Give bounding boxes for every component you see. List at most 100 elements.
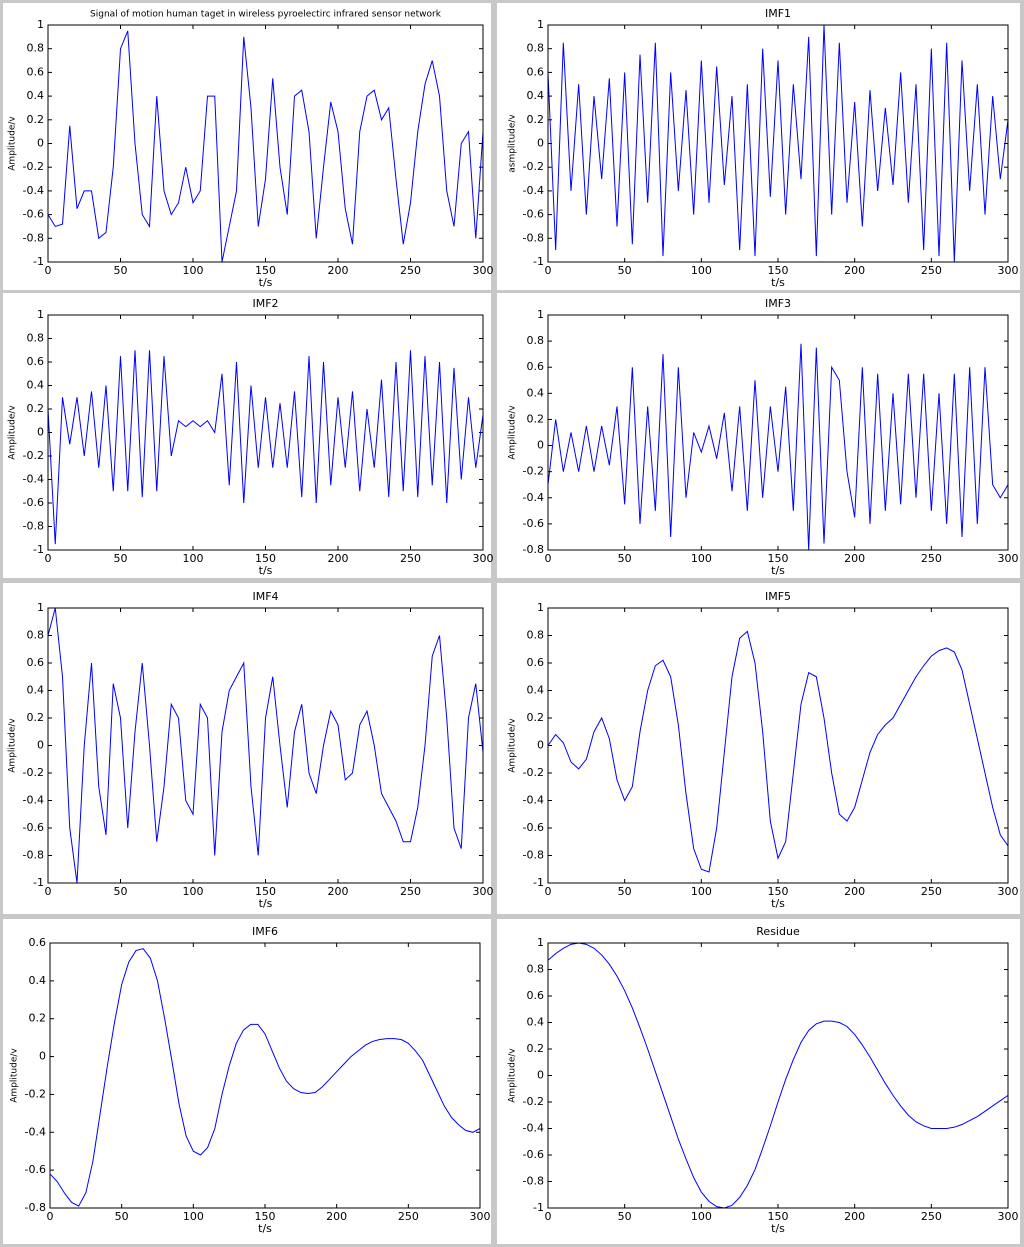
y-tick-label: 0.8	[527, 963, 545, 976]
panel	[497, 583, 1020, 914]
x-tick-label: 100	[691, 552, 712, 565]
x-tick-label: 250	[400, 552, 421, 565]
y-axis-label: Amplitude/v	[8, 116, 18, 171]
y-tick-label: -0.8	[523, 543, 544, 556]
y-tick-label: 1	[537, 18, 544, 31]
y-tick-label: 0.4	[27, 379, 45, 392]
x-tick-label: 250	[921, 264, 942, 277]
x-tick-label: 150	[255, 552, 276, 565]
y-tick-label: -0.6	[523, 517, 544, 530]
x-tick-label: 100	[691, 885, 712, 898]
x-tick-label: 0	[545, 885, 552, 898]
y-tick-label: -0.8	[25, 1201, 46, 1214]
y-axis-label: Amplitude/v	[508, 718, 518, 773]
x-tick-label: 0	[45, 885, 52, 898]
x-tick-label: 50	[115, 1210, 129, 1223]
chart-title: IMF3	[765, 297, 791, 310]
y-tick-label: 0.4	[527, 684, 545, 697]
axes-box	[47, 24, 484, 263]
y-tick-label: -1	[33, 876, 44, 889]
x-axis-label: t/s	[259, 564, 273, 577]
y-tick-label: 0.4	[527, 386, 545, 399]
signal-line	[47, 350, 484, 545]
x-tick-label: 0	[545, 264, 552, 277]
chart-title: IMF6	[252, 925, 278, 938]
axes-box	[47, 607, 484, 884]
y-tick-label: 0.6	[527, 989, 545, 1002]
x-tick-label: 200	[326, 1210, 347, 1223]
y-tick-label: 0.2	[527, 113, 545, 126]
y-tick-label: 0.8	[27, 42, 45, 55]
y-tick-label: 0.6	[27, 656, 45, 669]
y-tick-label: 1	[37, 308, 44, 321]
x-tick-label: 200	[844, 885, 865, 898]
signal-line	[547, 24, 1009, 263]
chart-title: IMF1	[765, 7, 791, 20]
y-tick-label: -1	[533, 876, 544, 889]
x-tick-label: 0	[545, 1210, 552, 1223]
x-tick-label: 100	[183, 885, 204, 898]
x-tick-label: 200	[328, 264, 349, 277]
y-tick-label: 0.2	[527, 711, 545, 724]
x-tick-label: 150	[768, 552, 789, 565]
x-tick-label: 300	[473, 264, 494, 277]
y-tick-label: 1	[537, 936, 544, 949]
x-axis-label: t/s	[771, 276, 785, 289]
y-tick-label: 0	[37, 137, 44, 150]
y-tick-label: -0.2	[25, 1087, 46, 1100]
y-tick-label: 0.2	[27, 402, 45, 415]
y-tick-label: -0.8	[23, 849, 44, 862]
x-tick-label: 100	[691, 1210, 712, 1223]
y-tick-label: -0.8	[523, 849, 544, 862]
x-tick-label: 300	[470, 1210, 491, 1223]
x-tick-label: 200	[844, 264, 865, 277]
x-tick-label: 0	[45, 264, 52, 277]
y-tick-label: -0.2	[523, 465, 544, 478]
y-tick-label: -0.4	[23, 184, 44, 197]
x-tick-label: 100	[183, 1210, 204, 1223]
y-tick-label: 0.6	[527, 656, 545, 669]
y-tick-label: 0	[537, 1069, 544, 1082]
x-tick-label: 100	[691, 264, 712, 277]
y-tick-label: 0.8	[527, 629, 545, 642]
x-tick-label: 150	[255, 1210, 276, 1223]
y-tick-label: 0.2	[29, 1012, 47, 1025]
x-tick-label: 250	[400, 264, 421, 277]
y-tick-label: -0.8	[523, 1175, 544, 1188]
axes-box	[547, 607, 1009, 884]
y-tick-label: -0.2	[523, 1095, 544, 1108]
y-tick-label: 1	[37, 18, 44, 31]
y-tick-label: 0.4	[527, 1016, 545, 1029]
y-tick-label: 0.4	[27, 89, 45, 102]
y-tick-label: -0.2	[23, 160, 44, 173]
x-tick-label: 300	[998, 264, 1019, 277]
y-tick-label: 0.2	[27, 113, 45, 126]
x-tick-label: 100	[183, 264, 204, 277]
y-tick-label: 0.2	[527, 1042, 545, 1055]
x-tick-label: 50	[618, 885, 632, 898]
y-tick-label: -0.4	[23, 794, 44, 807]
chart-title: IMF4	[252, 590, 278, 603]
panel	[3, 919, 491, 1244]
y-tick-label: -0.2	[523, 160, 544, 173]
y-tick-label: -0.6	[523, 208, 544, 221]
x-tick-label: 250	[921, 552, 942, 565]
x-axis-label: t/s	[258, 1222, 272, 1235]
y-tick-label: -0.2	[23, 766, 44, 779]
y-tick-label: -0.2	[23, 449, 44, 462]
y-tick-label: 0.4	[27, 684, 45, 697]
panel	[3, 3, 491, 290]
y-tick-label: 0.6	[29, 936, 47, 949]
y-axis-label: Amplitude/v	[508, 1048, 518, 1103]
y-tick-label: -1	[33, 255, 44, 268]
chart-title: IMF5	[765, 590, 791, 603]
y-tick-label: -0.6	[23, 496, 44, 509]
y-axis-label: Amplitude/v	[508, 405, 518, 460]
x-tick-label: 200	[844, 552, 865, 565]
y-tick-label: 0	[37, 739, 44, 752]
y-tick-label: 0.8	[527, 334, 545, 347]
y-tick-label: 0	[537, 439, 544, 452]
x-axis-label: t/s	[259, 897, 273, 910]
